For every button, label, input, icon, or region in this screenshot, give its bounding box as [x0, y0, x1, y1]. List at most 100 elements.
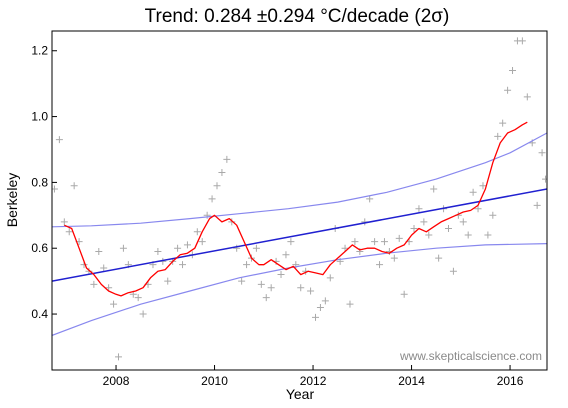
- monthly-point: [376, 261, 384, 269]
- monthly-point: [484, 231, 492, 239]
- x-tick-label: 2016: [497, 374, 524, 388]
- monthly-point: [164, 277, 172, 285]
- monthly-point: [341, 244, 349, 252]
- monthly-point: [479, 182, 487, 190]
- monthly-point: [183, 241, 191, 249]
- monthly-point: [435, 254, 443, 262]
- x-tick-label: 2010: [201, 374, 228, 388]
- monthly-point: [243, 261, 251, 269]
- monthly-point: [282, 251, 290, 259]
- trend-line: [52, 188, 547, 282]
- monthly-point: [321, 297, 329, 305]
- chart-title: Trend: 0.284 ±0.294 °C/decade (2σ): [145, 6, 450, 27]
- monthly-point: [351, 238, 359, 246]
- monthly-point: [415, 205, 423, 213]
- monthly-point: [233, 244, 241, 252]
- y-axis: 0.4 0.6 0.8 1.0 1.2: [31, 44, 57, 321]
- monthly-point: [154, 248, 162, 256]
- monthly-point: [257, 280, 265, 288]
- monthly-point: [494, 132, 502, 140]
- x-tick-label: 2012: [300, 374, 327, 388]
- monthly-point: [425, 231, 433, 239]
- monthly-point: [297, 284, 305, 292]
- monthly-point: [489, 211, 497, 219]
- monthly-point: [420, 218, 428, 226]
- monthly-point: [252, 244, 260, 252]
- x-tick-label: 2008: [103, 374, 130, 388]
- monthly-point: [119, 244, 127, 252]
- monthly-point: [509, 66, 517, 74]
- monthly-point: [287, 238, 295, 246]
- monthly-point: [518, 37, 526, 45]
- monthly-point: [312, 313, 320, 321]
- monthly-point: [223, 155, 231, 163]
- monthly-point: [400, 290, 408, 298]
- monthly-point: [238, 277, 246, 285]
- running-mean-line: [64, 121, 528, 297]
- monthly-point: [277, 271, 285, 279]
- monthly-point: [326, 274, 334, 282]
- monthly-point: [70, 182, 78, 190]
- monthly-point: [366, 195, 374, 203]
- monthly-point: [474, 205, 482, 213]
- monthly-point: [90, 280, 98, 288]
- monthly-point: [430, 185, 438, 193]
- monthly-point: [523, 93, 531, 101]
- monthly-point: [134, 294, 142, 302]
- y-tick-label: 1.2: [31, 44, 48, 58]
- monthly-point: [504, 86, 512, 94]
- monthly-point: [65, 228, 73, 236]
- monthly-point: [267, 284, 275, 292]
- monthly-point: [459, 218, 467, 226]
- monthly-point: [307, 287, 315, 295]
- monthly-point: [208, 195, 216, 203]
- y-tick-label: 1.0: [31, 110, 48, 124]
- monthly-point: [542, 175, 547, 183]
- y-tick-label: 0.8: [31, 175, 48, 189]
- monthly-point: [213, 182, 221, 190]
- monthly-point: [346, 300, 354, 308]
- series-group: [52, 37, 547, 361]
- monthly-point: [193, 228, 201, 236]
- source-credit: www.skepticalscience.com: [399, 349, 542, 363]
- monthly-point: [390, 254, 398, 262]
- monthly-point: [139, 310, 147, 318]
- monthly-point: [469, 188, 477, 196]
- monthly-point: [218, 169, 226, 177]
- monthly-point: [174, 244, 182, 252]
- monthly-point: [203, 211, 211, 219]
- x-axis-label: Year: [286, 386, 315, 402]
- y-axis-label: Berkeley: [4, 173, 20, 227]
- monthly-point: [110, 300, 118, 308]
- monthly-point: [198, 238, 206, 246]
- monthly-point: [262, 294, 270, 302]
- upper-confidence-line: [52, 132, 547, 228]
- x-axis: 2008 2010 2012 2014 2016: [103, 365, 524, 388]
- monthly-point: [444, 224, 452, 232]
- monthly-point: [55, 136, 63, 144]
- y-tick-label: 0.4: [31, 307, 48, 321]
- monthly-point: [538, 149, 546, 157]
- y-tick-label: 0.6: [31, 241, 48, 255]
- monthly-point: [60, 218, 68, 226]
- plot-frame: [51, 30, 548, 371]
- monthly-point: [380, 238, 388, 246]
- monthly-point: [114, 353, 122, 361]
- monthly-point: [410, 224, 418, 232]
- monthly-point: [179, 261, 187, 269]
- monthly-point: [228, 218, 236, 226]
- plot-area: [52, 37, 547, 361]
- monthly-point: [395, 234, 403, 242]
- monthly-point: [449, 267, 457, 275]
- monthly-point: [316, 303, 324, 311]
- monthly-point: [464, 231, 472, 239]
- monthly-point: [371, 238, 379, 246]
- monthly-point: [105, 284, 113, 292]
- lower-confidence-line: [52, 243, 547, 336]
- monthly-point: [499, 119, 507, 127]
- x-tick-label: 2014: [398, 374, 425, 388]
- monthly-point: [533, 201, 541, 209]
- monthly-point: [100, 264, 108, 272]
